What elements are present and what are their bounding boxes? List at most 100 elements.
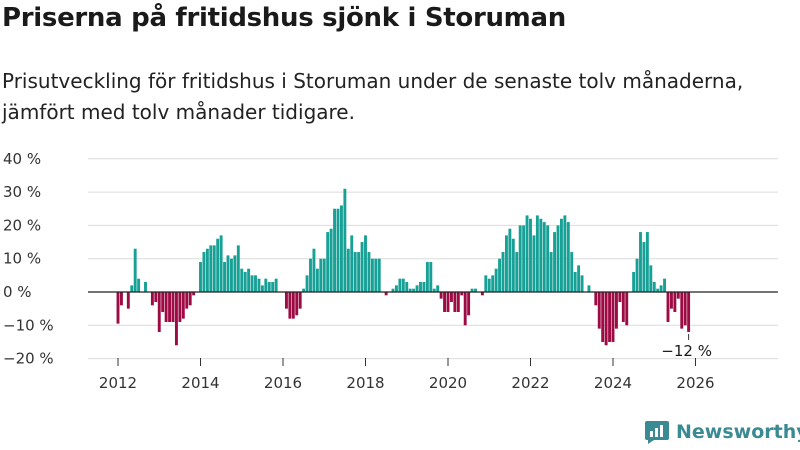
bar — [309, 258, 312, 292]
bar — [319, 258, 323, 292]
bar — [150, 292, 154, 306]
bar — [635, 258, 639, 292]
bar — [577, 265, 581, 292]
bar — [669, 292, 673, 309]
chart-title: Priserna på fritidshus sjönk i Storuman — [2, 3, 566, 33]
bar — [250, 275, 254, 292]
bar — [432, 288, 436, 292]
bar — [683, 292, 687, 326]
bar — [511, 238, 515, 292]
bar — [254, 275, 257, 292]
bar — [315, 268, 319, 292]
bar — [539, 218, 543, 292]
bar — [597, 292, 601, 329]
bar — [236, 245, 240, 292]
bar — [302, 288, 306, 292]
bar — [229, 258, 233, 292]
bar — [192, 292, 196, 296]
bar — [274, 278, 278, 292]
bar — [178, 292, 182, 322]
bar — [226, 255, 230, 292]
bar — [663, 278, 667, 292]
bar — [522, 225, 526, 292]
bar — [425, 262, 429, 292]
x-tick-label: 2024 — [594, 374, 632, 392]
bar — [405, 282, 409, 292]
bar — [687, 292, 691, 332]
bar — [515, 252, 519, 292]
x-tick-label: 2018 — [346, 374, 384, 392]
annotations: −12 % — [661, 333, 712, 360]
bar — [350, 235, 354, 292]
bar — [570, 252, 574, 292]
bar — [339, 205, 343, 292]
bar — [456, 292, 460, 312]
bar — [322, 258, 326, 292]
bar — [549, 252, 553, 292]
bar — [632, 272, 636, 292]
bar — [419, 282, 422, 292]
bar — [240, 268, 244, 292]
bar — [164, 292, 168, 322]
bar — [384, 292, 388, 296]
bar — [257, 278, 261, 292]
y-axis: 40 % 30 % 20 % 10 % 0 % −10 % −20 % — [3, 150, 54, 368]
bar — [649, 265, 653, 292]
bar — [394, 285, 398, 292]
bar — [652, 282, 656, 292]
bar — [412, 288, 416, 292]
bar — [133, 248, 137, 292]
bar — [491, 275, 495, 292]
bar — [171, 292, 175, 322]
x-tick-label: 2012 — [99, 374, 137, 392]
bar — [436, 285, 440, 292]
bar — [532, 235, 536, 292]
bar — [161, 292, 165, 312]
bar — [556, 225, 560, 292]
bar — [467, 292, 471, 316]
bar — [625, 292, 629, 326]
bar — [453, 292, 457, 312]
x-tick-label: 2026 — [676, 374, 714, 392]
bar — [504, 235, 508, 292]
bar — [639, 232, 642, 292]
bar — [656, 288, 660, 292]
bar — [559, 218, 563, 292]
x-tick-label: 2014 — [181, 374, 219, 392]
bar — [398, 278, 402, 292]
bar — [621, 292, 625, 322]
bar — [260, 285, 264, 292]
chart-subtitle: Prisutveckling för fritidshus i Storuman… — [2, 69, 744, 124]
bar — [298, 292, 302, 309]
bar — [243, 272, 247, 292]
bar — [494, 268, 498, 292]
x-tick-label: 2022 — [511, 374, 549, 392]
bar — [439, 292, 443, 299]
bar — [601, 292, 605, 342]
bar — [484, 275, 488, 292]
bar — [205, 248, 209, 292]
bar — [343, 188, 347, 292]
y-tick-label: −10 % — [3, 316, 54, 334]
y-tick-label: 10 % — [3, 250, 41, 268]
bar — [422, 282, 426, 292]
bar — [329, 228, 333, 292]
bar — [446, 292, 450, 312]
bar — [474, 288, 477, 292]
x-tick-label: 2016 — [264, 374, 302, 392]
bar — [202, 252, 206, 292]
bar — [168, 292, 172, 322]
bar — [604, 292, 608, 346]
bar — [271, 282, 275, 292]
bar — [594, 292, 598, 306]
y-tick-label: 20 % — [3, 216, 41, 234]
bar — [449, 292, 453, 302]
bar — [642, 242, 646, 292]
bar — [130, 285, 134, 292]
bar — [181, 292, 185, 319]
bar — [580, 275, 584, 292]
y-tick-label: 40 % — [3, 150, 41, 168]
y-tick-label: 0 % — [3, 283, 32, 301]
bar — [508, 228, 512, 292]
y-tick-label: 30 % — [3, 183, 41, 201]
